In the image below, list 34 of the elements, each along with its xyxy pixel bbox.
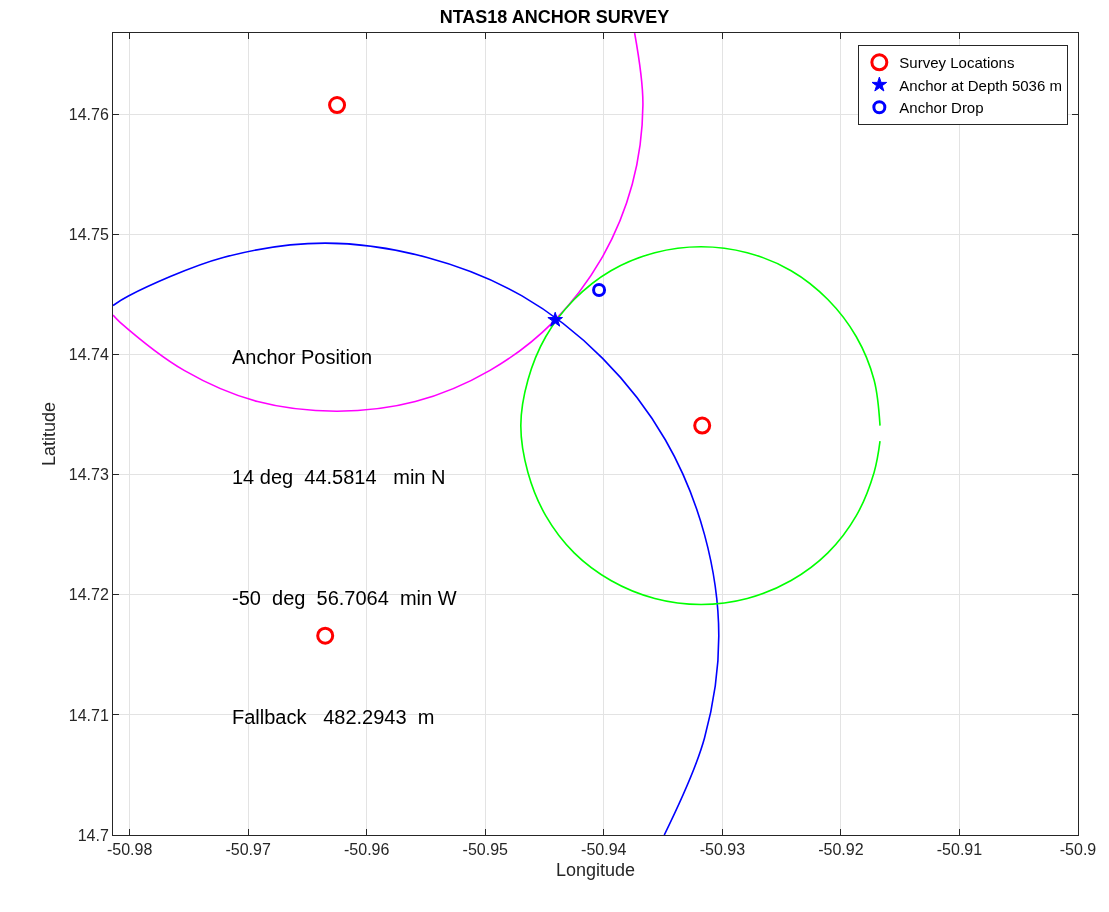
x-tick-label: -50.98 (106, 841, 153, 859)
annotation: Fallback 482.2943 m (232, 706, 435, 728)
chart-title: NTAS18 ANCHOR SURVEY (439, 6, 670, 27)
annotation: Anchor Position (232, 346, 373, 368)
point (592, 282, 607, 297)
point (328, 96, 347, 115)
x-tick-label: -50.96 (344, 841, 390, 859)
annotation: -50 deg 56.7064 min W (232, 587, 457, 609)
y-tick-label: 14.75 (68, 226, 109, 244)
x-tick-label: -50.93 (699, 841, 746, 859)
y-tick-label: 14.7 (77, 826, 109, 844)
y-tick-label: 14.73 (68, 466, 109, 484)
x-axis-title: Longitude (555, 860, 636, 881)
x-tick-label: -50.9 (1059, 841, 1097, 859)
x-tick-label: -50.92 (818, 841, 864, 859)
y-tick-label: 14.72 (68, 586, 109, 604)
legend-label: Anchor at Depth 5036 m (899, 76, 1062, 94)
point (693, 416, 712, 435)
y-tick-label: 14.71 (68, 706, 109, 724)
x-tick-label: -50.95 (462, 841, 509, 859)
x-tick-label: -50.94 (581, 841, 627, 859)
line-series (520, 245, 881, 606)
x-tick-label: -50.97 (225, 841, 271, 859)
legend-label: Anchor Drop (899, 99, 984, 117)
x-tick-label: -50.91 (936, 841, 983, 859)
point (316, 626, 335, 645)
legend-label: Survey Locations (899, 54, 1015, 72)
y-tick-label: 14.74 (68, 346, 109, 364)
line-series (113, 33, 644, 412)
line-series (113, 242, 720, 835)
annotation: 14 deg 44.5814 min N (232, 466, 446, 488)
y-tick-label: 14.76 (68, 106, 109, 124)
point (547, 311, 564, 327)
y-axis-title: Latitude (38, 401, 59, 467)
